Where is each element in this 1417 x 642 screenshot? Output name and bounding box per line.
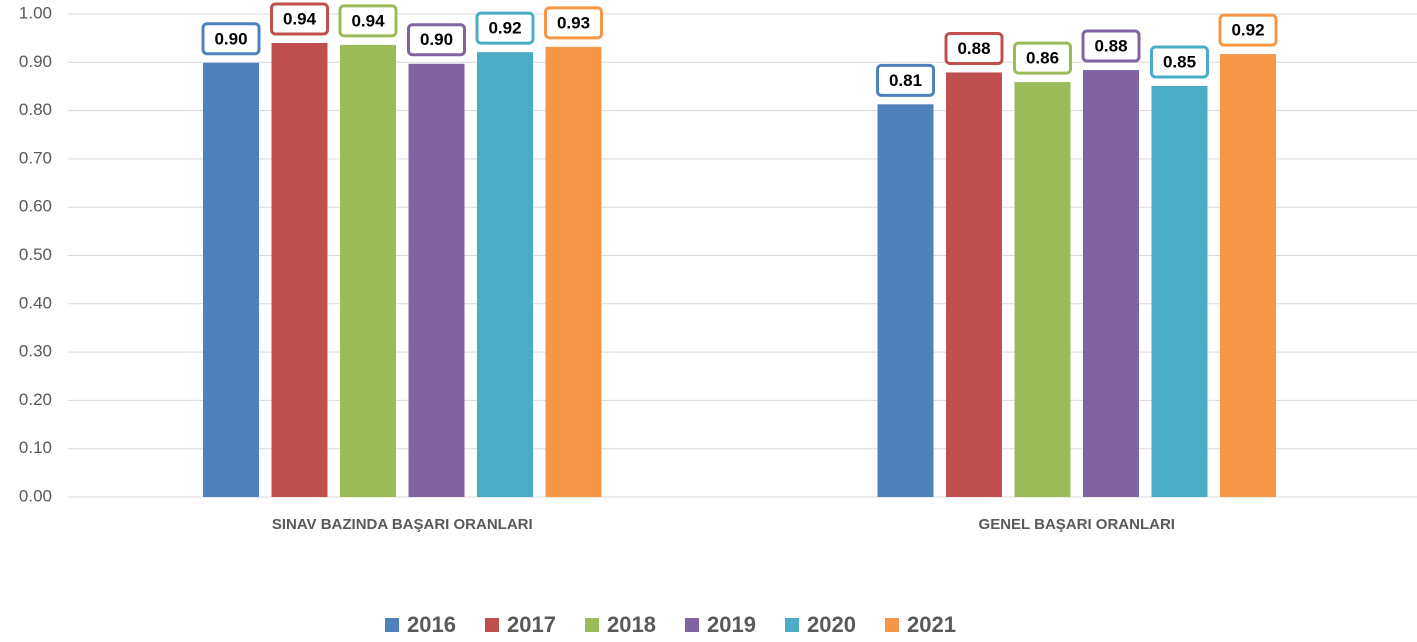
- bar: [408, 63, 465, 498]
- y-tick-label: 0.90: [19, 52, 52, 71]
- data-label: 0.92: [1231, 21, 1264, 40]
- bar: [203, 62, 259, 498]
- y-tick-label: 0.30: [19, 342, 52, 361]
- legend-label: 2019: [707, 612, 756, 637]
- legend-swatch: [485, 618, 499, 632]
- y-tick-label: 0.10: [19, 438, 52, 457]
- legend-swatch: [685, 618, 699, 632]
- y-tick-label: 0.60: [19, 197, 52, 216]
- data-label: 0.94: [351, 11, 385, 30]
- bar: [271, 42, 328, 497]
- data-label-box: [944, 31, 1004, 65]
- data-label-box: [1081, 29, 1141, 63]
- legend-label: 2017: [507, 612, 556, 637]
- y-tick-label: 0.00: [19, 486, 52, 505]
- data-label-box: [270, 2, 329, 36]
- data-label: 0.88: [957, 39, 990, 58]
- data-label-box: [338, 4, 398, 38]
- data-label-box: [1013, 41, 1072, 75]
- data-label: 0.88: [1094, 37, 1127, 56]
- data-label-box: [475, 11, 535, 45]
- data-label-box: [544, 6, 603, 40]
- bar: [1220, 54, 1276, 498]
- y-tick-label: 0.40: [19, 293, 52, 312]
- data-label-box: [1150, 45, 1209, 79]
- data-label: 0.90: [214, 29, 247, 48]
- y-tick-label: 0.20: [19, 390, 52, 409]
- data-label: 0.86: [1026, 49, 1059, 68]
- y-tick-label: 1.00: [19, 3, 52, 22]
- data-label: 0.81: [889, 71, 922, 90]
- legend-swatch: [885, 618, 899, 632]
- bar: [545, 46, 602, 498]
- y-tick-label: 0.50: [19, 245, 52, 264]
- data-label-box: [407, 23, 466, 57]
- y-tick-label: 0.80: [19, 100, 52, 119]
- legend-label: 2016: [407, 612, 456, 637]
- data-label: 0.93: [557, 13, 590, 32]
- data-label: 0.90: [420, 30, 453, 49]
- bar: [477, 52, 533, 497]
- legend-swatch: [385, 618, 399, 632]
- data-label: 0.85: [1163, 52, 1196, 71]
- data-label-box: [876, 63, 935, 97]
- data-label-box: [1218, 13, 1278, 47]
- bar: [946, 72, 1002, 498]
- legend-label: 2018: [607, 612, 656, 637]
- bar: [340, 44, 396, 498]
- legend-label: 2020: [807, 612, 856, 637]
- bar: [1083, 70, 1139, 497]
- legend-swatch: [785, 618, 799, 632]
- data-label: 0.94: [283, 9, 317, 28]
- bar: [1151, 85, 1208, 497]
- x-tick-label: SINAV BAZINDA BAŞARI ORANLARI: [272, 516, 533, 533]
- bar: [877, 104, 934, 498]
- data-label-box: [201, 22, 261, 56]
- legend-swatch: [585, 618, 599, 632]
- y-tick-label: 0.70: [19, 148, 52, 167]
- legend-label: 2021: [907, 612, 956, 637]
- bar: [1014, 82, 1071, 497]
- data-label: 0.92: [488, 19, 521, 38]
- x-tick-label: GENEL BAŞARI ORANLARI: [979, 516, 1175, 533]
